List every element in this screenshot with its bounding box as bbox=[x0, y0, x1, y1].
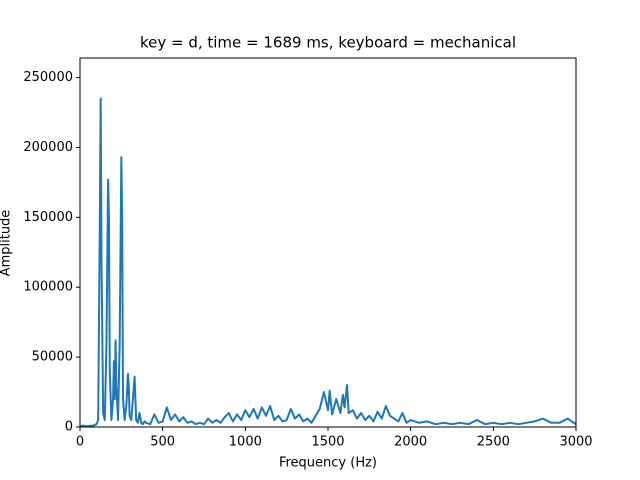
chart-title: key = d, time = 1689 ms, keyboard = mech… bbox=[140, 34, 516, 52]
y-tick-label: 100000 bbox=[23, 280, 73, 295]
x-tick-label: 1500 bbox=[311, 435, 344, 450]
y-tick-label: 250000 bbox=[23, 70, 73, 85]
y-axis-label: Amplitude bbox=[0, 210, 14, 277]
y-tick-label: 150000 bbox=[23, 210, 73, 225]
x-axis-label: Frequency (Hz) bbox=[279, 456, 377, 471]
y-tick-label: 0 bbox=[65, 420, 73, 435]
y-tick-label: 50000 bbox=[32, 350, 73, 365]
data-line bbox=[80, 97, 576, 427]
x-tick-label: 0 bbox=[76, 435, 84, 450]
x-tick-label: 1000 bbox=[229, 435, 262, 450]
x-tick-label: 2500 bbox=[477, 435, 510, 450]
x-tick-label: 500 bbox=[150, 435, 175, 450]
x-tick-label: 3000 bbox=[559, 435, 592, 450]
plot-frame bbox=[79, 57, 577, 428]
x-tick-label: 2000 bbox=[394, 435, 427, 450]
y-tick-label: 200000 bbox=[23, 140, 73, 155]
